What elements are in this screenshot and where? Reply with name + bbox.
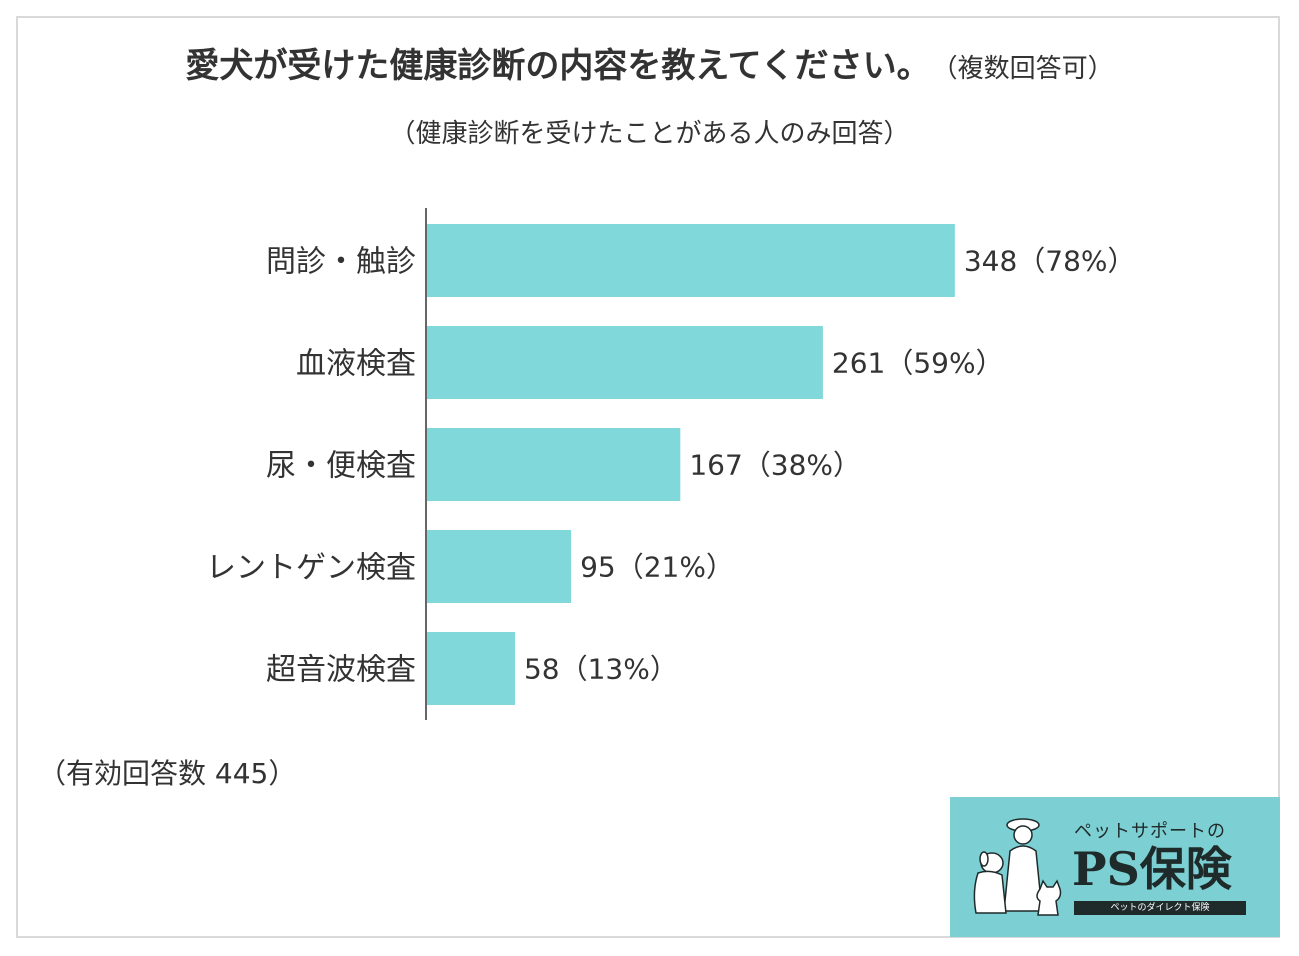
bar-2 (427, 326, 823, 399)
value-label-2: 261（59%） (832, 347, 1004, 380)
category-label-5: 超音波検査 (266, 653, 416, 688)
chart-title-note: （複数回答可） (944, 54, 1114, 84)
bar-4 (427, 530, 572, 603)
chart-title: 愛犬が受けた健康診断の内容を教えてください。 (185, 46, 931, 86)
chart-subtitle: （健康診断を受けたことがある人のみ回答） (389, 119, 910, 149)
pet-owner-illustration-icon (973, 818, 1062, 916)
bar-5 (427, 632, 515, 705)
chart-title-row: 愛犬が受けた健康診断の内容を教えてください。 （複数回答可） (0, 38, 1299, 87)
category-label-2: 血液検査 (296, 347, 416, 382)
category-label-3: 尿・便検査 (266, 449, 416, 484)
logo-tagline: ペットのダイレクト保険 (1074, 901, 1246, 915)
bar-3 (427, 428, 681, 501)
category-label-4: レントゲン検査 (206, 551, 416, 586)
footnote: （有効回答数 445） (38, 757, 297, 790)
value-label-1: 348（78%） (964, 245, 1136, 278)
ps-hoken-logo: ペットサポートの PS保険 ペットのダイレクト保険 (950, 797, 1280, 937)
logo-top-text: ペットサポートの (1074, 821, 1226, 842)
logo-main-text: PS保険 (1072, 842, 1232, 896)
category-label-1: 問診・触診 (266, 245, 416, 280)
bar-1 (427, 224, 955, 297)
value-label-3: 167（38%） (689, 449, 861, 482)
value-label-5: 58（13%） (524, 653, 678, 686)
value-label-4: 95（21%） (580, 551, 734, 584)
